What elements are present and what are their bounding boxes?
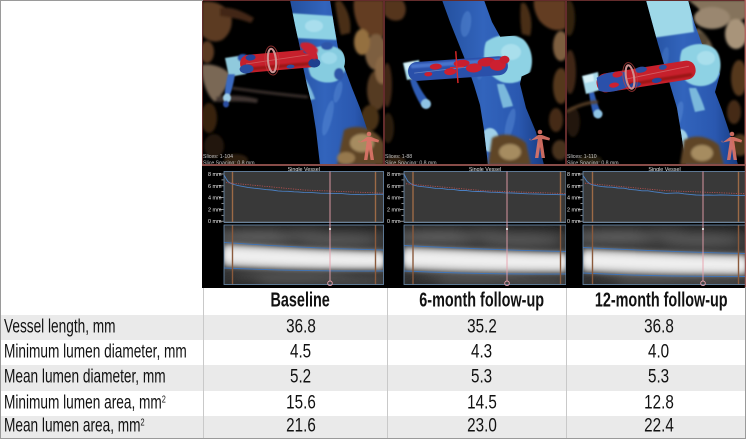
svg-text:8 mm: 8 mm <box>567 172 581 178</box>
svg-text:2 mm: 2 mm <box>387 207 401 213</box>
svg-text:0 mm: 0 mm <box>387 219 401 225</box>
svg-text:8 mm: 8 mm <box>387 172 401 178</box>
svg-text:4 mm: 4 mm <box>387 196 401 202</box>
svg-text:4 mm: 4 mm <box>208 196 222 202</box>
svg-text:Slice Spacing: 0.8 mm: Slice Spacing: 0.8 mm <box>203 161 255 166</box>
svg-text:6 mm: 6 mm <box>208 184 222 190</box>
svg-text:Slices: 1-110: Slices: 1-110 <box>567 154 597 160</box>
svg-text:Single Vessel: Single Vessel <box>288 167 320 173</box>
svg-text:2 mm: 2 mm <box>567 207 581 213</box>
svg-text:Slice Spacing: 0.8 mm: Slice Spacing: 0.8 mm <box>567 161 619 166</box>
svg-text:Single Vessel: Single Vessel <box>648 167 680 173</box>
svg-text:6 mm: 6 mm <box>567 184 581 190</box>
svg-text:0 mm: 0 mm <box>208 219 222 225</box>
svg-text:Single Vessel: Single Vessel <box>469 167 501 173</box>
svg-text:8 mm: 8 mm <box>208 172 222 178</box>
svg-text:6 mm: 6 mm <box>387 184 401 190</box>
svg-text:Slices: 1-88: Slices: 1-88 <box>385 154 412 160</box>
svg-text:2 mm: 2 mm <box>208 207 222 213</box>
svg-text:Slice Spacing: 0.8 mm: Slice Spacing: 0.8 mm <box>385 161 437 166</box>
svg-text:0 mm: 0 mm <box>567 219 581 225</box>
svg-text:4 mm: 4 mm <box>567 196 581 202</box>
svg-text:Slices: 1-104: Slices: 1-104 <box>203 154 233 160</box>
